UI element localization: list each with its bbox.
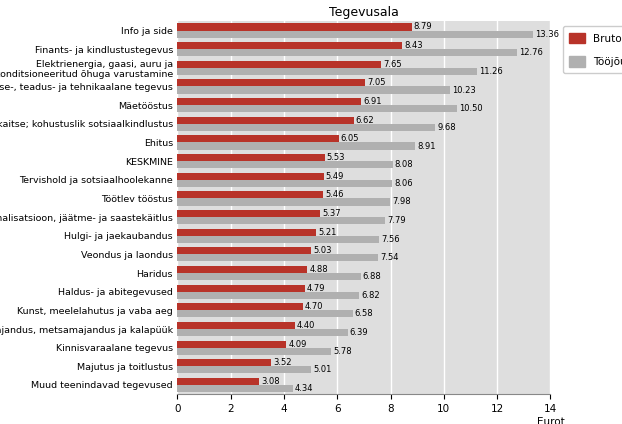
Text: 5.03: 5.03 (313, 246, 332, 255)
Text: 5.53: 5.53 (327, 153, 345, 162)
Text: 4.34: 4.34 (295, 384, 313, 393)
Text: 5.49: 5.49 (326, 172, 344, 181)
Text: 10.23: 10.23 (452, 86, 476, 95)
Text: 9.68: 9.68 (437, 123, 456, 132)
Bar (177, 173, 323, 180)
Text: 7.65: 7.65 (383, 60, 402, 69)
Text: 8.91: 8.91 (417, 142, 435, 151)
Bar (177, 180, 392, 187)
Text: 6.88: 6.88 (363, 272, 381, 281)
Text: 7.54: 7.54 (381, 254, 399, 262)
Bar (177, 68, 478, 75)
Bar (177, 210, 320, 217)
Bar (177, 49, 518, 56)
Bar (177, 61, 381, 68)
Text: 7.05: 7.05 (368, 78, 386, 87)
Bar (177, 105, 457, 112)
Text: 7.79: 7.79 (387, 216, 406, 225)
Bar (177, 329, 348, 336)
Text: 8.06: 8.06 (394, 179, 413, 188)
Text: 6.62: 6.62 (356, 116, 374, 125)
Text: 4.40: 4.40 (297, 321, 315, 330)
Bar (177, 378, 259, 385)
Bar (177, 191, 323, 198)
Text: 8.08: 8.08 (395, 160, 414, 169)
Bar (177, 79, 365, 86)
Text: 5.78: 5.78 (333, 347, 352, 356)
Text: 3.52: 3.52 (273, 358, 292, 367)
Text: 4.09: 4.09 (289, 340, 307, 349)
Text: 11.26: 11.26 (480, 67, 503, 76)
Bar (177, 86, 450, 94)
Text: 3.08: 3.08 (261, 377, 280, 386)
Bar (177, 42, 402, 49)
Text: 4.88: 4.88 (310, 265, 328, 274)
Bar (177, 198, 390, 206)
Text: 5.01: 5.01 (313, 365, 332, 374)
Text: 7.98: 7.98 (392, 198, 411, 206)
Bar (177, 348, 332, 355)
Bar (177, 217, 385, 224)
Bar (177, 154, 325, 161)
Text: 13.36: 13.36 (536, 30, 560, 39)
Text: 4.79: 4.79 (307, 284, 325, 293)
Text: 6.05: 6.05 (341, 134, 359, 143)
Text: 8.79: 8.79 (414, 22, 432, 31)
Bar (177, 124, 435, 131)
Bar (177, 23, 412, 31)
Bar (177, 229, 316, 236)
Bar (177, 266, 307, 273)
Bar (177, 117, 354, 124)
Text: 6.39: 6.39 (350, 328, 368, 337)
Text: 10.50: 10.50 (459, 104, 483, 113)
Text: 4.70: 4.70 (305, 302, 323, 311)
Bar (177, 135, 338, 142)
Bar (177, 254, 378, 262)
Bar (177, 161, 392, 168)
Bar (177, 31, 534, 38)
Bar (177, 247, 312, 254)
Text: 5.46: 5.46 (325, 190, 343, 199)
Text: 8.43: 8.43 (404, 41, 423, 50)
Text: 6.91: 6.91 (364, 97, 382, 106)
Bar (177, 236, 379, 243)
Bar (177, 359, 271, 366)
Bar (177, 340, 286, 348)
Text: 5.21: 5.21 (318, 228, 337, 237)
Bar (177, 292, 359, 299)
Text: 12.76: 12.76 (519, 48, 544, 57)
Bar (177, 322, 295, 329)
Bar (177, 310, 353, 318)
Bar (177, 366, 311, 374)
Title: Tegevusala: Tegevusala (329, 6, 399, 19)
Text: 6.82: 6.82 (361, 291, 380, 300)
Text: 6.58: 6.58 (355, 310, 373, 318)
Bar (177, 285, 305, 292)
Text: 7.56: 7.56 (381, 235, 399, 244)
Text: 5.37: 5.37 (323, 209, 341, 218)
Bar (177, 385, 293, 392)
Legend: Brutopalk, Tööjõukulu: Brutopalk, Tööjõukulu (563, 26, 622, 73)
X-axis label: Eurot: Eurot (537, 417, 564, 424)
Bar (177, 98, 361, 105)
Bar (177, 142, 415, 150)
Bar (177, 303, 302, 310)
Bar (177, 273, 361, 280)
